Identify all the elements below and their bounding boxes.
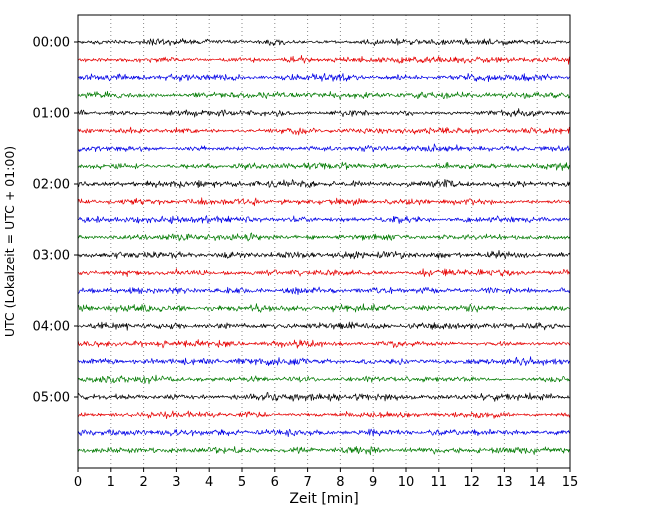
trace-line — [77, 215, 571, 225]
trace-line — [77, 179, 571, 189]
trace-line — [77, 410, 571, 420]
tick-layer: 0 1 2 3 4 5 6 7 8 9 10 11 12 13 14 1500:0001:0002:0003:… — [33, 36, 579, 491]
trace-line — [77, 392, 571, 402]
trace-line — [77, 90, 571, 100]
trace-line — [77, 38, 571, 46]
x-tick-label: 14 — [529, 475, 546, 490]
x-tick-label: 15 — [562, 475, 579, 490]
x-tick-label: 12 — [463, 475, 480, 490]
x-tick-label: 6 — [271, 475, 279, 490]
trace-line — [77, 72, 571, 83]
trace-line — [77, 303, 570, 313]
y-tick-label: 02:00 — [33, 178, 70, 193]
x-tick-label: 0 — [74, 475, 82, 490]
grid-layer — [77, 15, 571, 468]
y-tick-label: 03:00 — [33, 249, 70, 264]
x-tick-label: 5 — [238, 475, 246, 490]
y-tick-label: 01:00 — [33, 107, 70, 122]
x-tick-label: 11 — [431, 475, 448, 490]
x-tick-label: 13 — [496, 475, 513, 490]
x-tick-label: 8 — [336, 475, 344, 490]
y-tick-label: 04:00 — [33, 320, 70, 335]
trace-line — [77, 197, 571, 207]
x-axis-label: Zeit [min] — [289, 491, 358, 507]
trace-line — [77, 356, 571, 367]
x-tick-label: 7 — [303, 475, 311, 490]
trace-line — [77, 108, 571, 118]
trace-line — [77, 143, 571, 153]
trace-line — [77, 339, 571, 349]
trace-line — [77, 126, 571, 136]
trace-line — [77, 232, 571, 242]
trace-line — [77, 374, 571, 385]
x-tick-label: 10 — [398, 475, 415, 490]
trace-line — [77, 428, 571, 438]
y-tick-label: 05:00 — [33, 391, 70, 406]
x-tick-label: 2 — [139, 475, 147, 490]
trace-line — [77, 446, 571, 456]
trace-line — [77, 286, 571, 296]
y-tick-label: 00:00 — [33, 36, 70, 51]
y-axis-label: UTC (Lokalzeit = UTC + 01:00) — [2, 146, 17, 337]
trace-line — [77, 321, 571, 331]
x-tick-label: 4 — [205, 475, 213, 490]
plot-border — [77, 14, 571, 469]
trace-line — [77, 54, 571, 65]
trace-layer — [77, 38, 571, 456]
trace-line — [77, 249, 571, 260]
x-tick-label: 1 — [107, 475, 115, 490]
trace-line — [77, 161, 571, 171]
x-tick-label: 3 — [172, 475, 180, 490]
x-tick-label: 9 — [369, 475, 377, 490]
trace-line — [77, 268, 571, 277]
